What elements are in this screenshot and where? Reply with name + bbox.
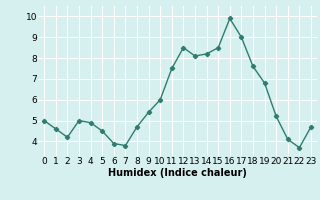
- X-axis label: Humidex (Indice chaleur): Humidex (Indice chaleur): [108, 168, 247, 178]
